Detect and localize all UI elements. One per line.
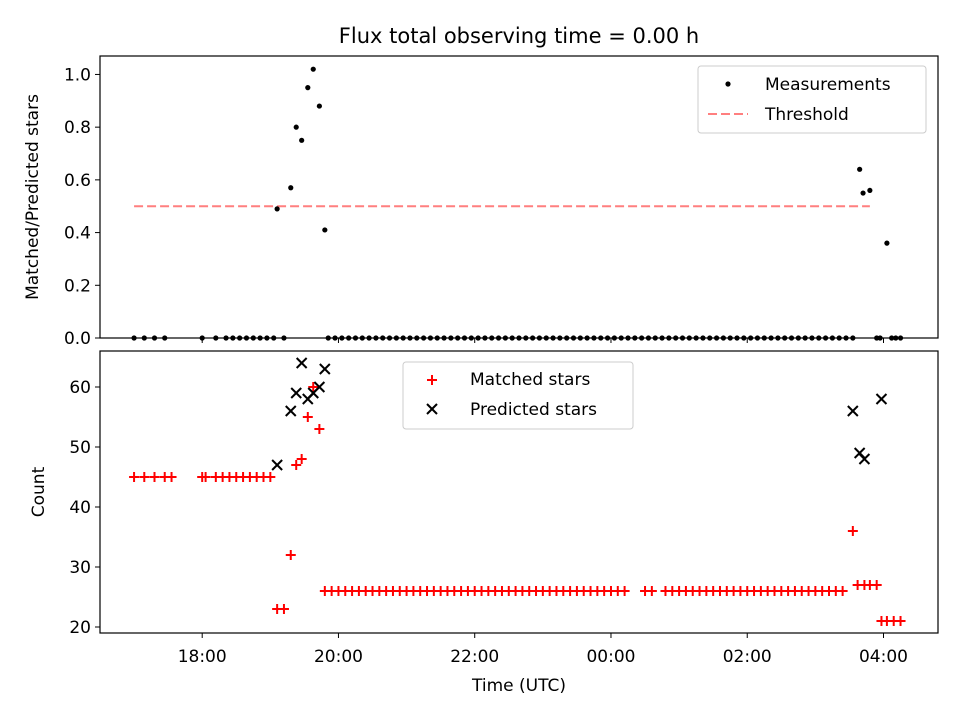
x-tick-label: 02:00: [723, 647, 772, 667]
matched-star-point: [314, 424, 325, 434]
y-tick-label: 20: [69, 618, 91, 638]
predicted-star-point: [875, 393, 888, 405]
measurement-point: [316, 103, 322, 109]
top-y-axis-label: Matched/Predicted stars: [23, 94, 43, 300]
matched-star-point: [149, 472, 160, 482]
top-legend-box: [697, 65, 927, 134]
y-tick-label: 0.6: [64, 171, 91, 191]
matched-star-point: [619, 586, 630, 596]
bottom-legend-box: [402, 361, 634, 430]
predicted-star-points: [271, 357, 888, 471]
bottom-panel: 20 30 40 50 60 18:00 20:00 22:00 00:00 02:00 04:0…: [29, 350, 939, 696]
matched-star-point: [871, 580, 882, 590]
matched-star-point: [166, 472, 177, 482]
chart-title: Flux total observing time = 0.00 h: [339, 24, 699, 48]
x-tick-label: 18:00: [178, 647, 227, 667]
measurement-point: [310, 66, 316, 72]
predicted-star-point: [313, 381, 326, 393]
bottom-x-ticks: 18:00 20:00 22:00 00:00 02:00 04:00: [178, 633, 908, 667]
measurement-point: [867, 187, 873, 194]
matched-star-point: [895, 616, 906, 626]
matched-star-point: [308, 382, 319, 392]
legend-marker-measurements: [725, 81, 731, 87]
measurement-point: [857, 166, 863, 172]
x-tick-label: 22:00: [450, 647, 499, 667]
measurement-point: [293, 124, 299, 130]
measurement-point: [884, 240, 890, 246]
matched-star-point: [837, 586, 848, 596]
matched-star-point: [129, 472, 140, 482]
measurement-point: [305, 85, 311, 91]
y-tick-label: 0.2: [64, 276, 91, 296]
bottom-legend: Matched stars Predicted stars: [402, 361, 634, 430]
measurement-point: [322, 227, 328, 233]
matched-star-point: [302, 412, 313, 422]
matched-star-points: [129, 382, 906, 626]
predicted-star-point: [271, 459, 283, 471]
predicted-star-point: [847, 405, 859, 417]
measurement-point: [288, 185, 294, 191]
matched-star-point: [646, 586, 657, 596]
matched-star-point: [847, 526, 858, 536]
top-panel: Flux total observing time = 0.00 h 0.00.…: [23, 24, 939, 349]
y-tick-label: 30: [69, 558, 91, 578]
matched-star-point: [278, 604, 289, 614]
matched-star-point: [296, 454, 307, 464]
y-tick-label: 50: [69, 438, 91, 458]
predicted-star-point: [858, 453, 871, 465]
y-tick-label: 1.0: [64, 65, 91, 85]
y-tick-label: 60: [69, 378, 91, 398]
predicted-star-point: [290, 387, 302, 399]
matched-star-point: [285, 550, 296, 560]
legend-marker-matched: [427, 375, 437, 385]
bottom-y-axis-label: Count: [29, 466, 49, 517]
bottom-axes-frame: [99, 350, 939, 634]
top-x-ticks: [201, 338, 884, 343]
y-tick-label: 0.8: [64, 118, 91, 138]
measurement-point: [274, 206, 280, 212]
matched-star-point: [291, 460, 302, 470]
x-tick-label: 04:00: [859, 647, 908, 667]
top-axes-frame: [99, 55, 939, 339]
legend-label-measurements: Measurements: [765, 75, 891, 95]
predicted-star-point: [285, 405, 297, 417]
legend-label-threshold: Threshold: [764, 105, 849, 125]
top-legend: Measurements Threshold: [697, 65, 927, 134]
predicted-star-point: [295, 357, 308, 369]
matched-star-point: [139, 472, 150, 482]
legend-label-matched: Matched stars: [470, 370, 590, 390]
y-tick-label: 0.4: [64, 224, 91, 244]
matched-star-point: [265, 472, 276, 482]
measurement-point: [860, 190, 866, 196]
predicted-star-point: [319, 363, 331, 375]
legend-label-predicted: Predicted stars: [470, 400, 597, 420]
legend-marker-predicted: [426, 403, 438, 415]
x-axis-label: Time (UTC): [471, 676, 566, 696]
top-y-ticks: 0.0 0.2 0.4 0.6 0.8 1.0: [64, 65, 100, 349]
x-tick-label: 00:00: [586, 647, 635, 667]
x-tick-label: 20:00: [314, 647, 363, 667]
y-tick-label: 0.0: [64, 329, 91, 349]
bottom-y-ticks: 20 30 40 50 60: [69, 378, 100, 638]
y-tick-label: 40: [69, 498, 91, 518]
matched-star-point: [200, 472, 211, 482]
measurement-point: [299, 137, 305, 143]
